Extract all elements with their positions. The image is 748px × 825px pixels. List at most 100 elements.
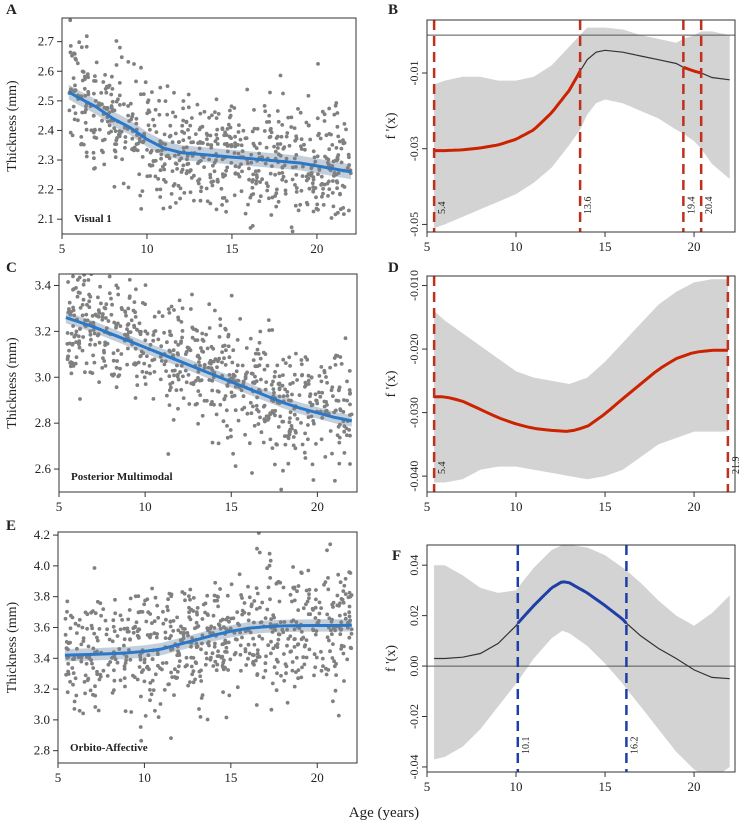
scatter-point [278, 414, 283, 419]
scatter-point [311, 209, 316, 214]
scatter-point [258, 620, 263, 625]
scatter-point [204, 651, 209, 656]
scatter-point [107, 83, 112, 88]
scatter-point [199, 378, 204, 383]
scatter-point [199, 679, 204, 683]
scatter-point [207, 302, 212, 307]
scatter-point [330, 632, 334, 637]
scatter-point [195, 328, 200, 333]
scatter-point [83, 120, 88, 125]
boundary-age-label: 5.4 [437, 462, 448, 475]
scatter-point [123, 145, 127, 150]
scatter-point [345, 379, 349, 384]
scatter-point [326, 194, 330, 198]
scatter-point [223, 665, 228, 670]
scatter-point [261, 404, 266, 409]
scatter-point [226, 122, 231, 127]
scatter-point [342, 429, 347, 434]
scatter-point [166, 452, 171, 456]
scatter-point [327, 638, 331, 643]
scatter-point [280, 165, 285, 170]
x-tick-label: 20 [310, 241, 323, 256]
scatter-point [246, 642, 251, 647]
scatter-point [137, 321, 142, 326]
scatter-point [238, 317, 243, 321]
scatter-point [330, 656, 335, 660]
scatter-point [92, 331, 97, 336]
scatter-point [338, 580, 343, 585]
scatter-point [177, 298, 182, 303]
scatter-point [65, 331, 70, 335]
scatter-point [173, 161, 178, 166]
scatter-point [336, 210, 340, 215]
scatter-point [77, 275, 82, 280]
scatter-point [182, 191, 187, 195]
scatter-point [239, 388, 244, 393]
scatter-point [303, 380, 308, 385]
scatter-point [115, 359, 119, 363]
scatter-point [178, 186, 183, 191]
scatter-point [278, 620, 283, 625]
scatter-point [197, 146, 202, 151]
scatter-point [240, 635, 244, 640]
scatter-point [99, 613, 103, 618]
scatter-point [222, 343, 227, 348]
scatter-point [185, 663, 189, 668]
scatter-point [107, 110, 112, 115]
scatter-point [269, 213, 274, 217]
scatter-point [267, 113, 272, 118]
x-tick-label: 5 [55, 770, 62, 785]
scatter-point [263, 109, 268, 114]
scatter-point [76, 118, 80, 123]
scatter-point [220, 360, 224, 365]
scatter-point [121, 181, 126, 186]
scatter-point [170, 675, 175, 679]
scatter-point [117, 134, 122, 139]
scatter-point [290, 599, 294, 604]
scatter-point [185, 154, 190, 158]
scatter-point [176, 343, 181, 347]
scatter-point [92, 91, 96, 96]
y-tick-label: 2.5 [38, 93, 54, 108]
scatter-point [278, 142, 283, 146]
scatter-point [348, 462, 352, 466]
scatter-point [338, 407, 343, 412]
scatter-point [319, 379, 324, 384]
scatter-point [193, 132, 198, 137]
scatter-point [241, 128, 246, 133]
scatter-point [218, 402, 223, 407]
scatter-point [263, 387, 268, 392]
scatter-point [294, 351, 298, 356]
scatter-point [254, 146, 259, 151]
scatter-point [339, 620, 344, 624]
scatter-point [307, 596, 311, 600]
scatter-point [331, 699, 335, 704]
scatter-point [187, 135, 192, 140]
scatter-point [278, 580, 283, 585]
scatter-point [339, 160, 344, 165]
scatter-point [268, 412, 273, 416]
scatter-point [309, 414, 314, 419]
scatter-point [189, 664, 194, 669]
scatter-point [134, 287, 138, 292]
scatter-point [128, 101, 133, 106]
scatter-point [272, 390, 276, 395]
scatter-point [213, 357, 218, 362]
scatter-point [189, 644, 193, 649]
scatter-point [277, 599, 282, 604]
scatter-point [107, 291, 112, 296]
scatter-point [146, 98, 151, 103]
scatter-point [106, 662, 111, 667]
x-tick-label: 10 [510, 239, 523, 254]
scatter-point [303, 355, 308, 359]
scatter-point [311, 628, 316, 633]
scatter-point [84, 312, 89, 317]
scatter-point [176, 406, 180, 411]
scatter-point [222, 658, 226, 663]
scatter-point [155, 187, 159, 192]
scatter-point [114, 63, 119, 67]
scatter-point [209, 366, 214, 371]
scatter-point [306, 172, 311, 177]
scatter-point [283, 387, 287, 392]
scatter-point [197, 707, 201, 711]
